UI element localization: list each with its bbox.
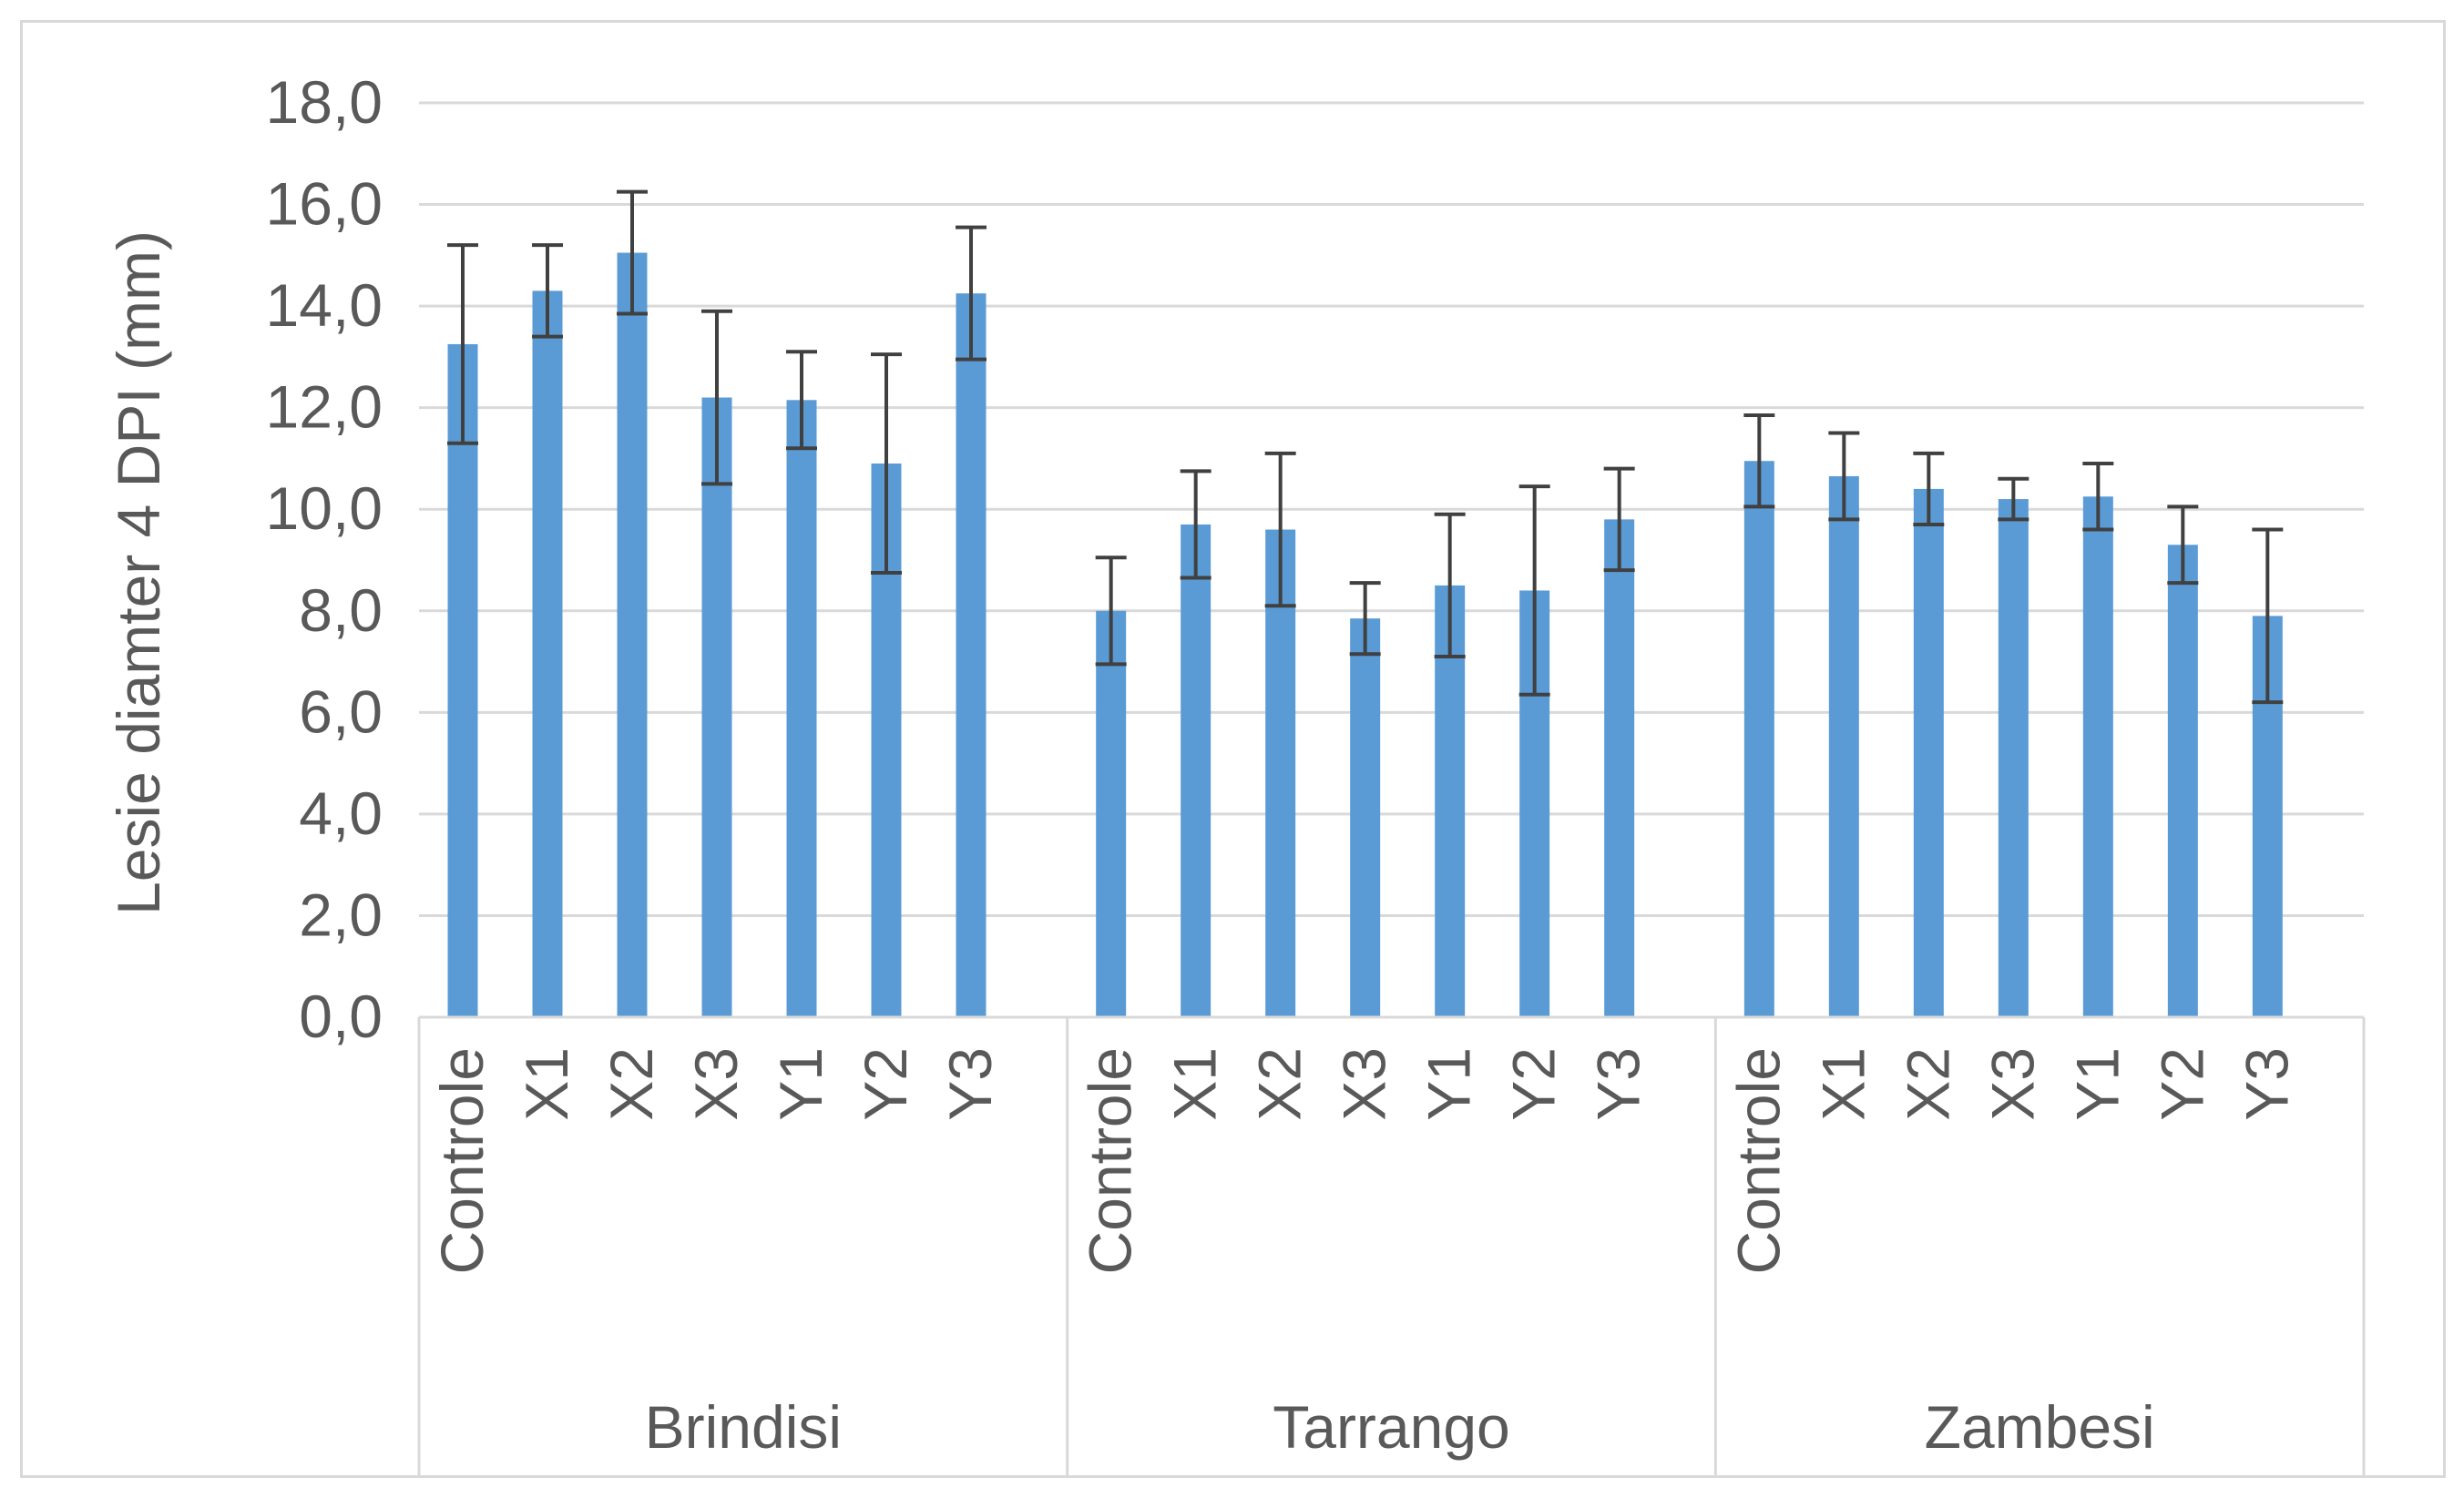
- bar: [1181, 524, 1212, 1017]
- bar: [1913, 488, 1944, 1017]
- y-tick-label: 2,0: [299, 881, 383, 948]
- y-tick-label: 6,0: [299, 678, 383, 745]
- x-tick-label: X1: [1809, 1047, 1876, 1121]
- x-tick-label: X3: [682, 1047, 750, 1121]
- bar: [786, 400, 817, 1017]
- bar: [956, 293, 987, 1018]
- y-tick-label: 12,0: [266, 373, 383, 441]
- y-tick-label: 16,0: [266, 170, 383, 238]
- x-tick-label: Y1: [767, 1047, 834, 1121]
- y-tick-label: 14,0: [266, 271, 383, 339]
- bar: [1828, 475, 1859, 1017]
- error-bars: [447, 189, 2284, 705]
- bar: [617, 252, 648, 1017]
- x-tick-label: Y1: [2063, 1047, 2131, 1121]
- bar: [1604, 519, 1635, 1017]
- x-tick-label: X3: [1978, 1047, 2046, 1121]
- y-tick-label: 18,0: [266, 68, 383, 136]
- bar: [701, 397, 732, 1017]
- group-label: Tarrango: [1273, 1393, 1510, 1461]
- group-label: Zambesi: [1925, 1393, 2155, 1461]
- x-tick-label: X3: [1331, 1047, 1398, 1121]
- x-tick-label: X2: [598, 1047, 665, 1121]
- x-tick-label: Y3: [936, 1047, 1004, 1121]
- x-tick-label: Controle: [428, 1047, 496, 1274]
- gridlines: [419, 101, 2364, 917]
- bar: [1998, 499, 2029, 1017]
- bar: [1743, 461, 1774, 1017]
- x-tick-label: X1: [1161, 1047, 1229, 1121]
- bar: [1265, 529, 1296, 1017]
- bar: [532, 290, 563, 1017]
- x-tick-label: X2: [1894, 1047, 1961, 1121]
- x-tick-label: Controle: [1724, 1047, 1792, 1274]
- y-axis-ticks: 0,0 2,0 4,0 6,0 8,0 10,0 12,0 14,0 16,0 18,0: [266, 68, 383, 1050]
- x-tick-label: Y2: [852, 1047, 919, 1121]
- x-tick-label: Y1: [1416, 1047, 1483, 1121]
- x-tick-label: X2: [1246, 1047, 1314, 1121]
- bar: [1350, 618, 1381, 1017]
- x-tick-label: Y2: [2148, 1047, 2215, 1121]
- x-tick-label: X1: [513, 1047, 580, 1121]
- x-tick-label: Y3: [2233, 1047, 2300, 1121]
- y-tick-label: 4,0: [299, 780, 383, 847]
- bar: [1096, 610, 1127, 1017]
- y-tick-label: 0,0: [299, 983, 383, 1050]
- x-tick-label: Controle: [1077, 1047, 1144, 1274]
- bar: [2082, 496, 2113, 1017]
- group-label: Brindisi: [645, 1393, 842, 1461]
- y-axis-label: Lesie diamter 4 DPI (mm): [105, 230, 172, 915]
- x-tick-label: Y3: [1585, 1047, 1652, 1121]
- chart-frame: [20, 20, 2446, 1478]
- y-tick-label: 8,0: [299, 576, 383, 644]
- y-tick-label: 10,0: [266, 474, 383, 542]
- x-tick-label: Y2: [1500, 1047, 1568, 1121]
- bar: [447, 343, 478, 1017]
- bar: [2167, 545, 2198, 1017]
